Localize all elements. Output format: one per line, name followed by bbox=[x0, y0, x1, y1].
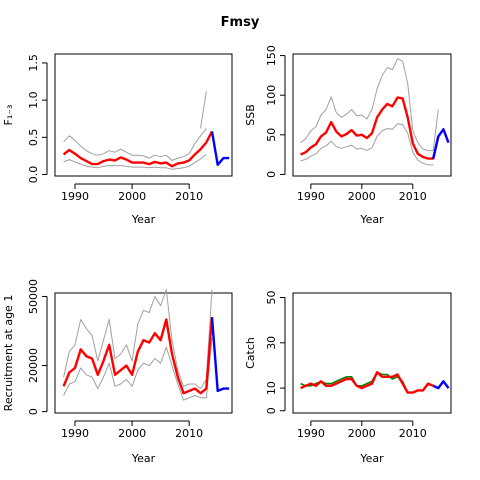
x-tick-label: 1990 bbox=[61, 427, 89, 440]
x-tick-label: 2010 bbox=[399, 190, 427, 203]
y-axis-title: F₁₋₃ bbox=[2, 105, 15, 126]
x-tick-label: 2010 bbox=[175, 190, 203, 203]
x-axis-title: Year bbox=[131, 213, 156, 226]
series-ci-line-0 bbox=[63, 128, 207, 161]
series-ci-line-0 bbox=[63, 289, 213, 390]
plot-frame bbox=[292, 53, 452, 177]
x-tick-label: 1990 bbox=[61, 190, 89, 203]
panel-f: 1990 2000 2010 0.0 0.5 1.0 1.5 Year F₁₋₃ bbox=[2, 53, 233, 226]
x-tick-label: 2010 bbox=[175, 427, 203, 440]
plot-frame bbox=[54, 53, 233, 177]
y-tick-label: 0 bbox=[265, 171, 278, 178]
x-tick-label: 1990 bbox=[297, 190, 325, 203]
y-tick-label: 0.5 bbox=[27, 129, 40, 147]
y-tick-label: 1.0 bbox=[27, 91, 40, 109]
x-axis-title: Year bbox=[359, 213, 384, 226]
x-axis-title: Year bbox=[131, 452, 156, 465]
series-ci-line-1 bbox=[63, 337, 213, 401]
series-main-line-2 bbox=[62, 317, 214, 395]
series-main-line-3 bbox=[62, 141, 208, 168]
panel-ssb: 1990 2000 2010 0 50 100 150 Year SSB bbox=[244, 45, 452, 226]
y-axis-title: Recruitment at age 1 bbox=[2, 295, 15, 412]
panel-catch: 1990 2000 2010 0 10 30 50 Year Catch bbox=[244, 291, 452, 465]
y-tick-label: 1.5 bbox=[27, 54, 40, 72]
y-tick-label: 150 bbox=[265, 45, 278, 66]
y-tick-label: 10 bbox=[265, 381, 278, 395]
x-tick-label: 2000 bbox=[118, 427, 146, 440]
series-main-line-2 bbox=[300, 96, 440, 160]
plot-frame bbox=[292, 292, 452, 414]
y-tick-label: 0.0 bbox=[27, 166, 40, 184]
figure-title: Fmsy bbox=[221, 15, 260, 30]
y-tick-label: 0 bbox=[27, 408, 40, 415]
panel-rec: 1990 2000 2010 0 20000 50000 Year Recruitment a… bbox=[2, 279, 233, 465]
series-proj-line-5 bbox=[210, 131, 230, 167]
series-proj-line-3 bbox=[432, 128, 450, 159]
chart-panels: 1990 2000 2010 0.0 0.5 1.0 1.5 Year F₁₋₃ 1990 2000… bbox=[2, 45, 452, 465]
y-tick-label: 0 bbox=[265, 407, 278, 414]
plot-frame bbox=[54, 292, 233, 414]
y-axis-title: Catch bbox=[244, 337, 257, 369]
y-tick-label: 30 bbox=[265, 336, 278, 350]
x-axis-title: Year bbox=[359, 452, 384, 465]
series-ci-line-2 bbox=[63, 154, 207, 170]
series-main-line-4 bbox=[205, 130, 214, 144]
x-tick-label: 1990 bbox=[297, 427, 325, 440]
series-main-line-1 bbox=[300, 371, 434, 394]
x-tick-label: 2000 bbox=[348, 190, 376, 203]
y-tick-label: 100 bbox=[265, 85, 278, 106]
y-axis-title: SSB bbox=[244, 104, 257, 126]
series-ci-line-0 bbox=[300, 58, 439, 152]
x-tick-label: 2000 bbox=[118, 190, 146, 203]
series-proj-line-2 bbox=[432, 380, 450, 390]
series-ci-line-1 bbox=[200, 91, 207, 129]
x-tick-label: 2000 bbox=[348, 427, 376, 440]
series-proj-line-3 bbox=[210, 317, 230, 393]
y-tick-label: 50000 bbox=[27, 279, 40, 314]
y-tick-label: 50 bbox=[265, 128, 278, 142]
x-tick-label: 2010 bbox=[399, 427, 427, 440]
y-tick-label: 20000 bbox=[27, 348, 40, 383]
series-ci-line-1 bbox=[300, 123, 434, 166]
y-tick-label: 50 bbox=[265, 291, 278, 305]
